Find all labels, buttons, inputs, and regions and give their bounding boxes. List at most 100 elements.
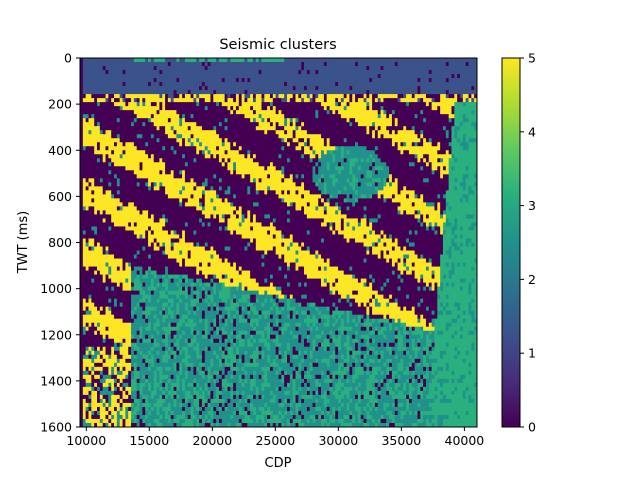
- heatmap-cell: [99, 86, 104, 91]
- heatmap-cell: [386, 170, 390, 175]
- heatmap-cell: [264, 118, 268, 123]
- heatmap-cell: [269, 158, 274, 163]
- heatmap-cell: [128, 174, 132, 179]
- heatmap-cell: [201, 170, 206, 175]
- heatmap-cell: [374, 86, 379, 91]
- heatmap-cell: [417, 94, 421, 99]
- heatmap-cell: [227, 158, 231, 163]
- heatmap-cell: [267, 146, 271, 151]
- heatmap-cell: [425, 158, 430, 163]
- heatmap-cell: [335, 90, 339, 95]
- heatmap-cell: [114, 150, 118, 155]
- heatmap-cell: [284, 174, 288, 179]
- heatmap-cell: [420, 70, 424, 75]
- heatmap-cell: [304, 78, 308, 83]
- heatmap-cell: [338, 62, 342, 67]
- heatmap-cell: [323, 58, 328, 63]
- heatmap-cell: [114, 162, 118, 167]
- heatmap-cell: [221, 62, 225, 67]
- heatmap-cell: [196, 102, 200, 107]
- heatmap-cell: [91, 90, 95, 95]
- heatmap-cell: [380, 98, 384, 103]
- heatmap-cell: [114, 130, 118, 135]
- heatmap-cell: [145, 86, 149, 91]
- heatmap-cell: [338, 86, 342, 91]
- heatmap-cell: [420, 186, 424, 191]
- heatmap-cell: [448, 158, 452, 163]
- heatmap-cell: [400, 170, 404, 175]
- heatmap-cell: [85, 150, 89, 155]
- heatmap-cell: [312, 182, 316, 187]
- heatmap-cell: [252, 162, 257, 167]
- heatmap-cell: [210, 62, 214, 67]
- heatmap-cell: [153, 126, 157, 131]
- heatmap-cell: [289, 162, 294, 167]
- heatmap-cell: [349, 82, 353, 87]
- heatmap-cell: [80, 170, 84, 175]
- heatmap-cell: [295, 150, 299, 155]
- heatmap-cell: [383, 86, 387, 91]
- heatmap-cell: [318, 138, 322, 143]
- heatmap-cell: [278, 90, 282, 95]
- heatmap-cell: [406, 178, 410, 183]
- heatmap-cell: [230, 90, 234, 95]
- heatmap-cell: [125, 94, 129, 99]
- heatmap-cell: [304, 90, 308, 95]
- heatmap-cell: [170, 98, 174, 103]
- heatmap-cell: [233, 58, 237, 63]
- heatmap-cell: [190, 130, 194, 135]
- heatmap-cell: [94, 186, 98, 191]
- heatmap-cell: [284, 134, 288, 139]
- heatmap-cell: [386, 78, 390, 83]
- heatmap-cell: [150, 110, 155, 115]
- heatmap-cell: [315, 130, 319, 135]
- heatmap-cell: [244, 130, 248, 135]
- heatmap-cell: [210, 178, 214, 183]
- heatmap-cell: [281, 186, 285, 191]
- heatmap-cell: [116, 74, 121, 79]
- heatmap-cell: [417, 106, 421, 111]
- heatmap-cell: [454, 142, 458, 147]
- heatmap-cell: [213, 198, 217, 203]
- heatmap-cell: [287, 162, 291, 167]
- heatmap-cell: [468, 122, 472, 127]
- heatmap-cell: [94, 90, 98, 95]
- heatmap-cell: [332, 194, 336, 199]
- heatmap-cell: [400, 122, 404, 127]
- heatmap-cell: [321, 198, 325, 203]
- heatmap-cell: [423, 82, 427, 87]
- heatmap-cell: [326, 110, 330, 115]
- heatmap-cell: [420, 130, 424, 135]
- heatmap-cell: [264, 74, 268, 79]
- heatmap-cell: [213, 162, 217, 167]
- heatmap-cell: [165, 78, 169, 83]
- heatmap-cell: [122, 150, 126, 155]
- heatmap-cell: [323, 182, 328, 187]
- heatmap-cell: [281, 70, 285, 75]
- heatmap-cell: [309, 126, 313, 131]
- heatmap-cell: [406, 58, 410, 63]
- heatmap-cell: [241, 62, 245, 67]
- heatmap-cell: [267, 74, 271, 79]
- heatmap-cell: [417, 130, 421, 135]
- heatmap-cell: [414, 138, 418, 143]
- heatmap-cell: [355, 114, 359, 119]
- heatmap-cell: [165, 106, 169, 111]
- heatmap-cell: [99, 102, 104, 107]
- heatmap-cell: [244, 190, 248, 195]
- heatmap-cell: [287, 66, 291, 71]
- heatmap-cell: [179, 110, 183, 115]
- heatmap-cell: [366, 110, 370, 115]
- heatmap-cell: [423, 186, 427, 191]
- heatmap-cell: [440, 82, 444, 87]
- heatmap-cell: [357, 146, 362, 151]
- heatmap-cell: [355, 86, 359, 91]
- heatmap-cell: [423, 190, 427, 195]
- heatmap-cell: [201, 174, 206, 179]
- heatmap-cell: [380, 122, 384, 127]
- heatmap-cell: [451, 182, 455, 187]
- heatmap-cell: [445, 66, 449, 71]
- heatmap-cell: [111, 166, 115, 171]
- heatmap-cell: [451, 130, 455, 135]
- heatmap-cell: [391, 130, 396, 135]
